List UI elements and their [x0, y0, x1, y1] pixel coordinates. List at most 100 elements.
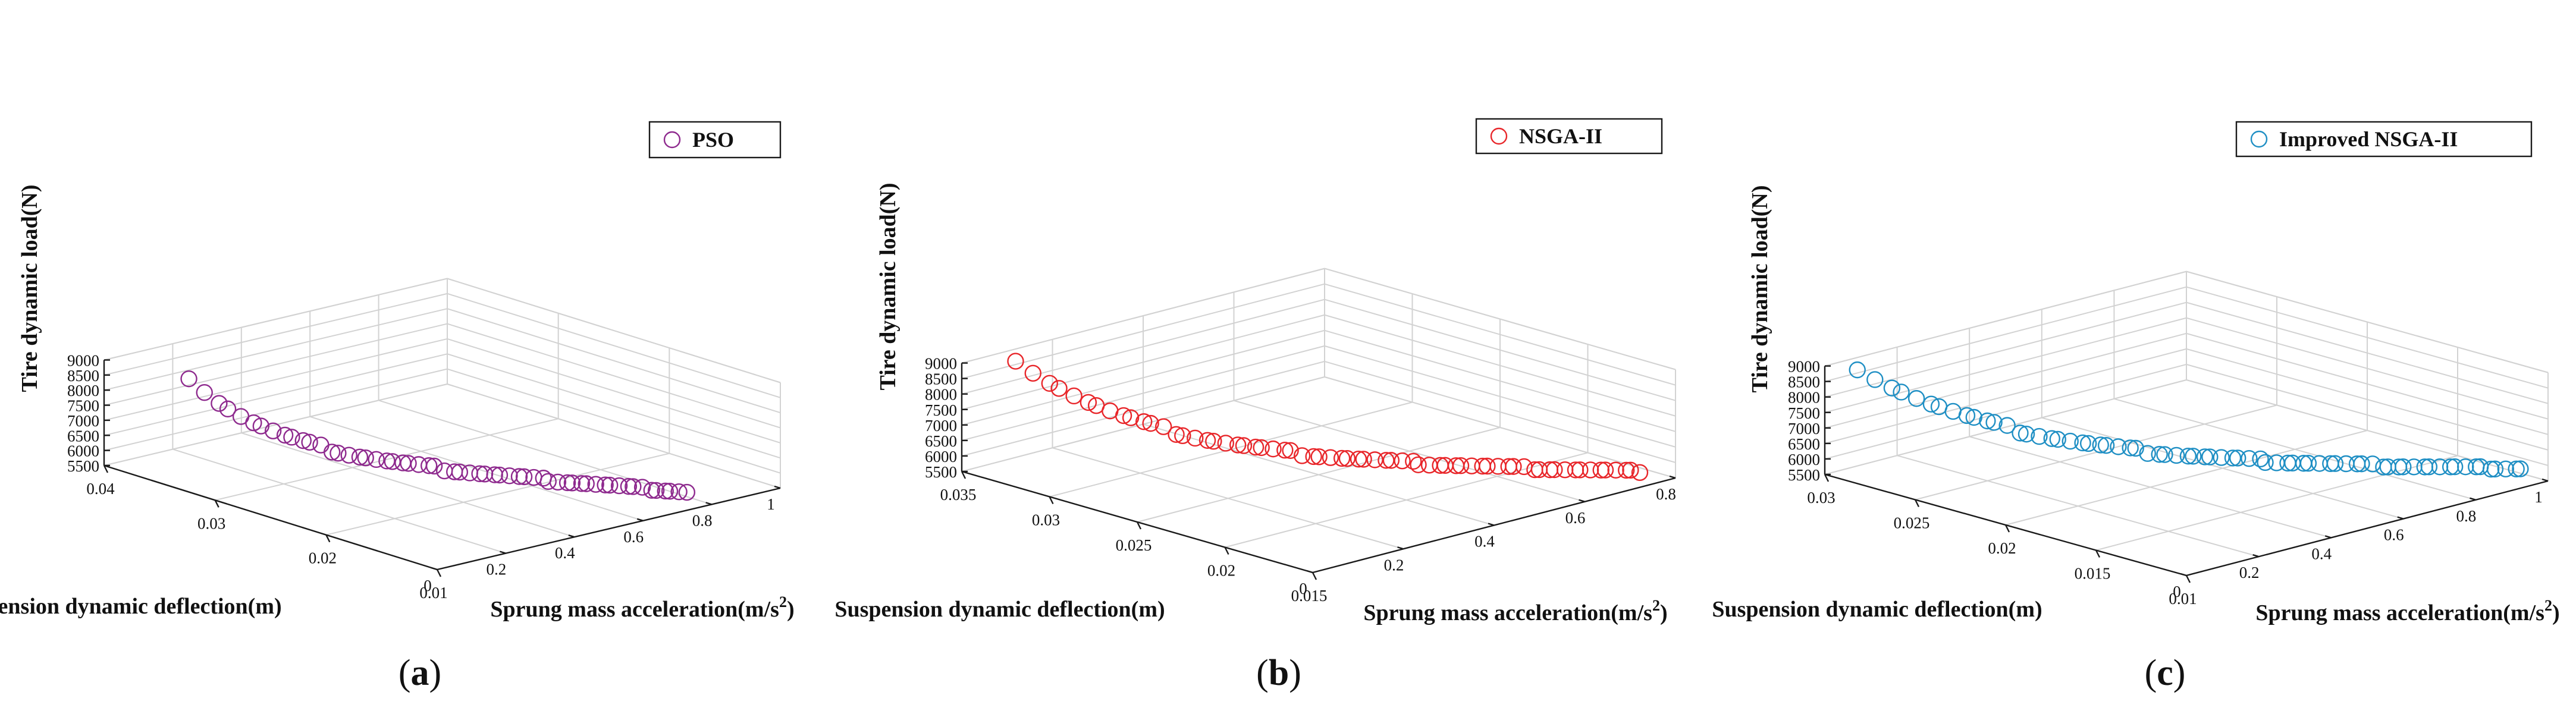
data-point: [601, 476, 619, 494]
data-point: [1355, 451, 1372, 468]
side-wall-gridline-z: [1324, 298, 1676, 401]
side-wall-gridline-z: [447, 383, 781, 489]
x-tick-label: 0.4: [1474, 533, 1495, 551]
data-point: [180, 370, 197, 388]
data-point: [2213, 449, 2230, 466]
y-tick-label: 0.015: [2075, 565, 2111, 583]
data-point: [1505, 458, 1522, 475]
z-tick-label: 6000: [1788, 451, 1820, 468]
data-point: [2156, 446, 2173, 463]
box-edge: [2186, 271, 2549, 373]
back-wall-gridline-z: [961, 345, 1325, 441]
data-point: [368, 451, 385, 468]
data-point: [219, 400, 237, 418]
x-tick-label: 0.4: [555, 544, 575, 562]
data-point: [2031, 427, 2048, 445]
y-tick-mark: [1224, 546, 1229, 555]
side-wall-gridline-z: [1324, 314, 1676, 417]
z-tick-label: 6500: [67, 427, 99, 445]
data-point: [620, 477, 638, 495]
side-wall-gridline-z: [2186, 286, 2549, 389]
data-point: [1452, 457, 1470, 474]
data-point: [1235, 437, 1253, 454]
x-tick-mark: [2470, 497, 2476, 501]
side-wall-gridline-z: [1324, 329, 1676, 432]
data-point: [2482, 460, 2500, 478]
data-point: [539, 473, 557, 490]
back-wall-gridline-z: [103, 293, 448, 376]
y-tick-label: 0.02: [309, 549, 337, 567]
data-point: [1229, 436, 1247, 454]
z-tick-label: 8500: [67, 367, 99, 385]
data-point: [1205, 433, 1222, 450]
side-wall-gridline-z: [2186, 317, 2549, 420]
x-tick-label: 0.2: [1384, 556, 1404, 574]
data-point: [501, 467, 518, 485]
data-point: [2012, 424, 2029, 442]
legend: PSO: [648, 121, 782, 159]
x-tick-mark: [1397, 546, 1404, 550]
data-point: [1174, 427, 1191, 444]
data-point: [1338, 449, 1356, 467]
y-tick-mark: [103, 465, 109, 473]
floor-gridline-y: [1915, 404, 2277, 501]
data-point: [1322, 449, 1339, 466]
z-tick-label: 7000: [925, 417, 957, 435]
data-point: [2508, 460, 2525, 477]
data-point: [323, 444, 341, 461]
data-point: [1333, 449, 1351, 467]
data-point: [2512, 460, 2529, 477]
data-point: [1958, 407, 1976, 424]
y-tick-mark: [1049, 496, 1054, 505]
floor-gridline-y: [2005, 430, 2368, 526]
x-axis-label: Sprung mass acceleration(m/s2): [490, 593, 794, 622]
data-point: [1282, 442, 1299, 459]
legend-box: [648, 121, 782, 159]
caption-close-paren: ): [1289, 653, 1301, 693]
side-wall-gridline-z: [447, 353, 781, 459]
x-tick-label: 0: [423, 577, 432, 595]
back-wall-gridline-z: [961, 329, 1325, 426]
data-point: [1849, 361, 1866, 379]
data-point: [1596, 461, 1614, 479]
data-point: [647, 482, 665, 499]
data-point: [425, 457, 443, 475]
x-tick-mark: [1669, 475, 1676, 479]
data-point: [549, 473, 567, 491]
y-tick-mark: [1136, 521, 1142, 530]
back-wall-gridline-z: [103, 308, 448, 391]
z-axis-label: Tire dynamic load(N): [17, 184, 42, 392]
y-tick-label: 0.035: [940, 486, 977, 504]
data-point: [1546, 461, 1563, 479]
side-wall-gridline-z: [2186, 348, 2549, 451]
legend-label: NSGA-II: [1519, 124, 1602, 148]
legend: NSGA-II: [1475, 118, 1663, 155]
data-point: [563, 474, 581, 492]
data-point: [510, 468, 528, 485]
data-point: [2241, 450, 2258, 467]
data-point: [2185, 448, 2202, 465]
x-tick-mark: [705, 502, 712, 505]
y-axis-label: Suspension dynamic deflection(m): [1712, 597, 2042, 622]
floor-gridline-x: [378, 400, 712, 505]
data-point: [1135, 413, 1153, 430]
x-tick-label: 0.2: [487, 561, 507, 578]
data-point: [625, 478, 642, 495]
data-point: [1571, 461, 1589, 479]
data-point: [301, 433, 318, 451]
y-tick-label: 0.04: [86, 480, 115, 498]
data-point: [2079, 435, 2097, 452]
x-tick-mark: [636, 518, 644, 521]
data-point: [2326, 455, 2344, 472]
data-point: [2092, 436, 2109, 454]
data-point: [1866, 371, 1884, 388]
data-point: [1394, 452, 1411, 470]
data-point: [351, 448, 369, 466]
z-tick-label: 9000: [67, 352, 99, 370]
side-wall-gridline-z: [2186, 301, 2549, 404]
data-point: [610, 477, 628, 495]
z-tick-label: 5500: [925, 463, 957, 481]
data-point: [2353, 455, 2370, 473]
caption-open-paren: (: [2145, 653, 2157, 693]
x-tick-mark: [2542, 478, 2549, 482]
